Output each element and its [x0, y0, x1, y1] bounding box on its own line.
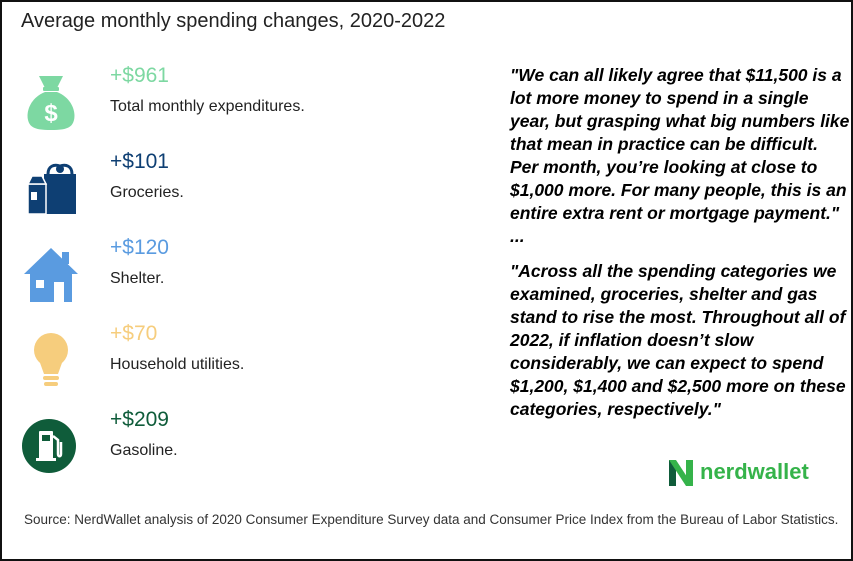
- lightbulb-icon: [34, 333, 68, 386]
- svg-text:$: $: [44, 100, 58, 127]
- amount-utilities: +$70: [110, 322, 158, 345]
- quote-second: "Across all the spending categories we e…: [510, 261, 846, 419]
- spending-item-total: $ +$961 Total monthly expenditures.: [22, 64, 422, 134]
- house-icon: [24, 248, 78, 302]
- nerdwallet-logo: nerdwallet: [667, 456, 837, 490]
- groceries-icon: [26, 163, 76, 215]
- label-groceries: Groceries.: [110, 184, 184, 201]
- amount-gasoline: +$209: [110, 408, 169, 431]
- spending-item-gasoline: +$209 Gasoline.: [22, 408, 422, 478]
- amount-groceries: +$101: [110, 150, 169, 173]
- nerdwallet-mark-icon: [669, 460, 693, 486]
- nerdwallet-wordmark: nerdwallet: [700, 459, 809, 484]
- quote-first: "We can all likely agree that $11,500 is…: [510, 65, 850, 246]
- label-gasoline: Gasoline.: [110, 442, 178, 459]
- spending-item-shelter: +$120 Shelter.: [22, 236, 422, 306]
- page-title: Average monthly spending changes, 2020-2…: [21, 10, 446, 32]
- money-bag-icon: $: [27, 76, 75, 130]
- label-shelter: Shelter.: [110, 270, 165, 287]
- gas-pump-icon: [22, 419, 76, 473]
- amount-shelter: +$120: [110, 236, 169, 259]
- label-total: Total monthly expenditures.: [110, 98, 305, 115]
- amount-total: +$961: [110, 64, 169, 87]
- source-note: Source: NerdWallet analysis of 2020 Cons…: [24, 512, 839, 527]
- spending-item-groceries: +$101 Groceries.: [22, 150, 422, 220]
- spending-item-utilities: +$70 Household utilities.: [22, 322, 422, 392]
- label-utilities: Household utilities.: [110, 356, 245, 373]
